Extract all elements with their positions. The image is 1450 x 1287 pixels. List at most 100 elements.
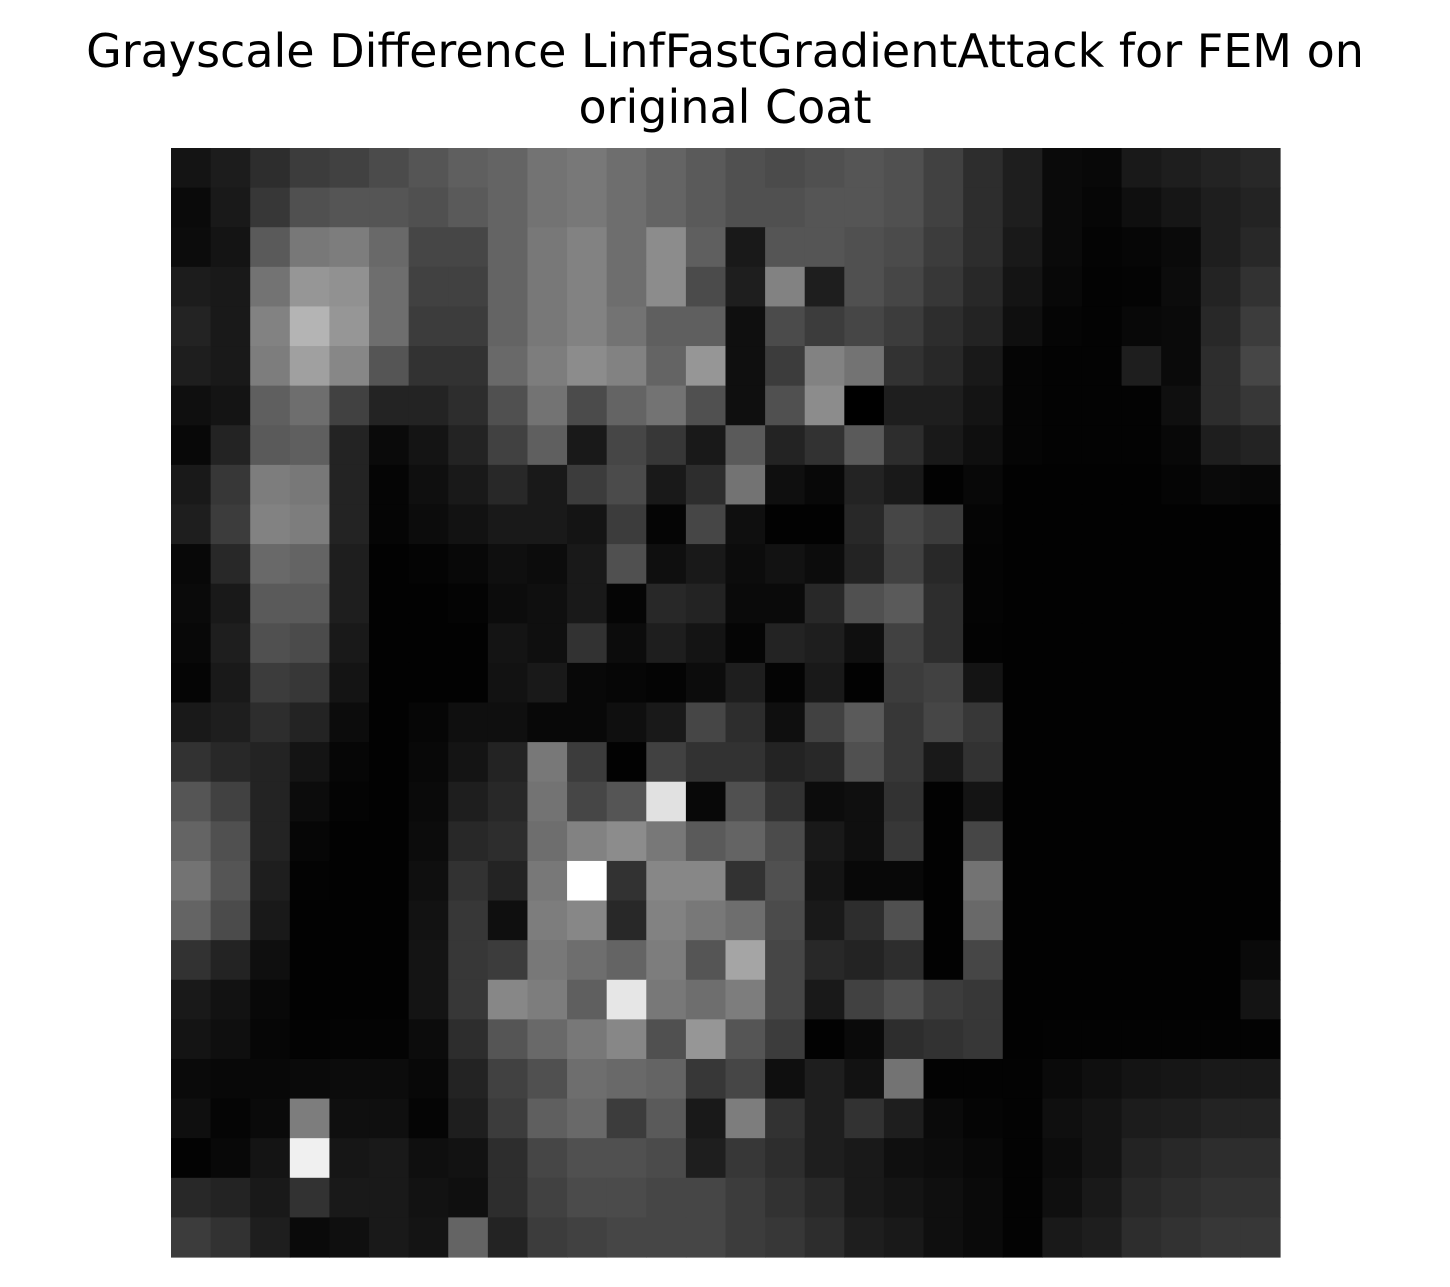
heatmap-cell-r16-c3 bbox=[289, 781, 331, 822]
heatmap-cell-r19-c0 bbox=[171, 900, 212, 941]
heatmap-cell-r16-c25 bbox=[1161, 781, 1202, 822]
heatmap-cell-r12-c27 bbox=[1240, 623, 1281, 664]
heatmap-cell-r12-c18 bbox=[883, 623, 925, 664]
heatmap-cell-r7-c26 bbox=[1200, 425, 1241, 466]
heatmap-cell-r21-c1 bbox=[210, 979, 251, 1020]
heatmap-cell-r3-c16 bbox=[804, 266, 845, 308]
heatmap-cell-r1-c1 bbox=[210, 187, 251, 228]
heatmap-cell-r24-c16 bbox=[804, 1098, 845, 1139]
heatmap-cell-r5-c8 bbox=[487, 346, 529, 387]
heatmap-cell-r15-c8 bbox=[487, 742, 529, 783]
heatmap-cell-r26-c21 bbox=[1002, 1177, 1043, 1218]
heatmap-cell-r27-c10 bbox=[567, 1217, 608, 1258]
heatmap-cell-r5-c3 bbox=[289, 346, 331, 387]
heatmap-cell-r20-c5 bbox=[369, 940, 410, 981]
heatmap-cell-r19-c13 bbox=[685, 900, 727, 941]
heatmap-cell-r22-c5 bbox=[369, 1019, 410, 1060]
heatmap-cell-r24-c14 bbox=[725, 1098, 766, 1139]
heatmap-cell-r20-c0 bbox=[171, 940, 212, 981]
heatmap-cell-r17-c15 bbox=[765, 821, 806, 862]
heatmap-cell-r1-c24 bbox=[1121, 187, 1162, 228]
heatmap-cell-r13-c20 bbox=[963, 662, 1004, 704]
heatmap-cell-r18-c9 bbox=[527, 860, 568, 902]
heatmap-cell-r14-c17 bbox=[844, 702, 885, 743]
heatmap-cell-r3-c5 bbox=[369, 266, 410, 308]
heatmap-cell-r24-c3 bbox=[289, 1098, 331, 1139]
heatmap-cell-r21-c25 bbox=[1161, 979, 1202, 1020]
heatmap-cell-r7-c13 bbox=[685, 425, 727, 466]
heatmap-cell-r21-c10 bbox=[567, 979, 608, 1020]
heatmap-cell-r8-c3 bbox=[289, 464, 331, 506]
heatmap-cell-r26-c23 bbox=[1081, 1177, 1123, 1218]
heatmap-cell-r10-c12 bbox=[646, 544, 687, 585]
heatmap-cell-r25-c7 bbox=[448, 1138, 489, 1179]
heatmap-cell-r5-c19 bbox=[923, 346, 964, 387]
heatmap-cell-r10-c10 bbox=[567, 544, 608, 585]
heatmap-cell-r22-c26 bbox=[1200, 1019, 1241, 1060]
heatmap-cell-r11-c11 bbox=[606, 583, 647, 624]
heatmap-cell-r13-c19 bbox=[923, 662, 964, 704]
heatmap-cell-r24-c26 bbox=[1200, 1098, 1241, 1139]
heatmap-cell-r2-c21 bbox=[1002, 227, 1043, 268]
heatmap-cell-r12-c20 bbox=[963, 623, 1004, 664]
heatmap-cell-r12-c26 bbox=[1200, 623, 1241, 664]
heatmap-cell-r27-c27 bbox=[1240, 1217, 1281, 1258]
heatmap-cell-r27-c14 bbox=[725, 1217, 766, 1258]
heatmap-cell-r18-c27 bbox=[1240, 860, 1281, 902]
heatmap-cell-r0-c13 bbox=[685, 148, 727, 189]
heatmap-cell-r12-c10 bbox=[567, 623, 608, 664]
heatmap-cell-r4-c1 bbox=[210, 306, 251, 347]
heatmap-cell-r24-c24 bbox=[1121, 1098, 1162, 1139]
heatmap-cell-r27-c4 bbox=[329, 1217, 370, 1258]
heatmap-cell-r1-c4 bbox=[329, 187, 370, 228]
heatmap-cell-r2-c11 bbox=[606, 227, 647, 268]
heatmap-cell-r8-c19 bbox=[923, 464, 964, 506]
heatmap-cell-r2-c4 bbox=[329, 227, 370, 268]
heatmap-cell-r2-c18 bbox=[883, 227, 925, 268]
heatmap-cell-r1-c6 bbox=[408, 187, 449, 228]
heatmap-cell-r22-c19 bbox=[923, 1019, 964, 1060]
heatmap-cell-r9-c7 bbox=[448, 504, 489, 545]
heatmap-cell-r24-c13 bbox=[685, 1098, 727, 1139]
heatmap-cell-r26-c22 bbox=[1042, 1177, 1083, 1218]
heatmap-cell-r9-c15 bbox=[765, 504, 806, 545]
heatmap-cell-r20-c15 bbox=[765, 940, 806, 981]
heatmap-cell-r16-c20 bbox=[963, 781, 1004, 822]
heatmap-cell-r13-c23 bbox=[1081, 662, 1123, 704]
heatmap-cell-r10-c25 bbox=[1161, 544, 1202, 585]
heatmap-cell-r9-c19 bbox=[923, 504, 964, 545]
heatmap-cell-r6-c10 bbox=[567, 385, 608, 426]
chart-title-line-1: Grayscale Difference LinfFastGradientAtt… bbox=[86, 24, 1364, 78]
heatmap-cell-r21-c17 bbox=[844, 979, 885, 1020]
heatmap-cell-r5-c9 bbox=[527, 346, 568, 387]
heatmap-cell-r20-c12 bbox=[646, 940, 687, 981]
heatmap-cell-r6-c8 bbox=[487, 385, 529, 426]
heatmap-cell-r22-c23 bbox=[1081, 1019, 1123, 1060]
heatmap-cell-r26-c14 bbox=[725, 1177, 766, 1218]
heatmap-cell-r25-c1 bbox=[210, 1138, 251, 1179]
heatmap-cell-r4-c10 bbox=[567, 306, 608, 347]
heatmap-cell-r13-c2 bbox=[250, 662, 291, 704]
heatmap-cell-r15-c27 bbox=[1240, 742, 1281, 783]
heatmap-cell-r26-c12 bbox=[646, 1177, 687, 1218]
heatmap-cell-r0-c26 bbox=[1200, 148, 1241, 189]
heatmap-cell-r5-c14 bbox=[725, 346, 766, 387]
heatmap-cell-r21-c8 bbox=[487, 979, 529, 1020]
heatmap-cell-r13-c22 bbox=[1042, 662, 1083, 704]
heatmap-cell-r4-c26 bbox=[1200, 306, 1241, 347]
heatmap-cell-r11-c3 bbox=[289, 583, 331, 624]
heatmap-cell-r6-c11 bbox=[606, 385, 647, 426]
heatmap-cell-r17-c20 bbox=[963, 821, 1004, 862]
heatmap-cell-r4-c13 bbox=[685, 306, 727, 347]
heatmap-cell-r13-c9 bbox=[527, 662, 568, 704]
heatmap-cell-r21-c27 bbox=[1240, 979, 1281, 1020]
heatmap-cell-r27-c1 bbox=[210, 1217, 251, 1258]
heatmap-cell-r7-c17 bbox=[844, 425, 885, 466]
heatmap-cell-r7-c8 bbox=[487, 425, 529, 466]
heatmap-cell-r21-c24 bbox=[1121, 979, 1162, 1020]
heatmap-cell-r1-c3 bbox=[289, 187, 331, 228]
heatmap-cell-r19-c4 bbox=[329, 900, 370, 941]
heatmap-cell-r6-c12 bbox=[646, 385, 687, 426]
heatmap-cell-r4-c2 bbox=[250, 306, 291, 347]
